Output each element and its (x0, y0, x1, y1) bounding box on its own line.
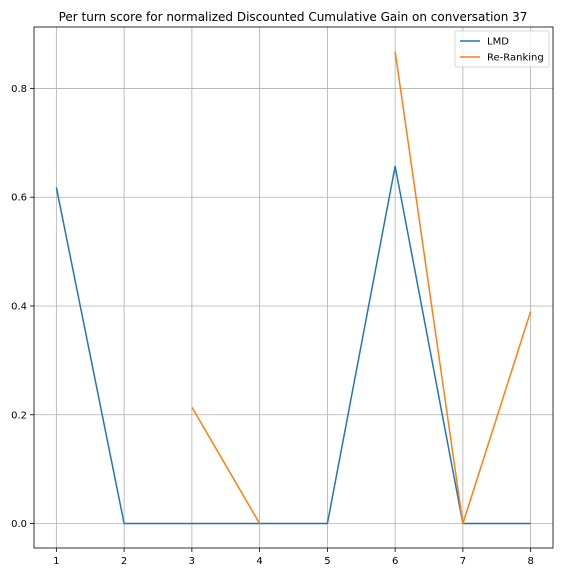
x-tick-label: 8 (527, 556, 533, 567)
y-tick-label: 0.8 (11, 84, 27, 95)
series-line-re-ranking (191, 406, 261, 524)
y-tick-label: 0.6 (11, 193, 27, 204)
y-tick-label: 0.2 (11, 410, 27, 421)
x-tick-label: 5 (324, 556, 330, 567)
x-tick-label: 3 (189, 556, 195, 567)
x-tick-label: 2 (121, 556, 127, 567)
series-layer (55, 51, 532, 525)
series-line-re-ranking (394, 51, 532, 525)
y-tick-label: 0.4 (11, 301, 27, 312)
x-tick-label: 1 (53, 556, 59, 567)
legend-box (454, 30, 550, 68)
x-axis: 1 2 3 4 5 6 7 8 (53, 548, 534, 567)
legend: LMD Re-Ranking (454, 30, 550, 68)
legend-label: Re-Ranking (487, 53, 544, 64)
x-tick-label: 4 (256, 556, 262, 567)
series-line-lmd (55, 165, 531, 525)
chart-title: Per turn score for normalized Discounted… (59, 10, 528, 24)
grid (34, 27, 553, 548)
y-axis: 0.0 0.2 0.4 0.6 0.8 (11, 84, 34, 530)
legend-label: LMD (487, 37, 509, 48)
x-tick-label: 7 (460, 556, 466, 567)
y-tick-label: 0.0 (11, 519, 27, 530)
x-tick-label: 6 (392, 556, 398, 567)
plot-area-frame (33, 26, 554, 549)
